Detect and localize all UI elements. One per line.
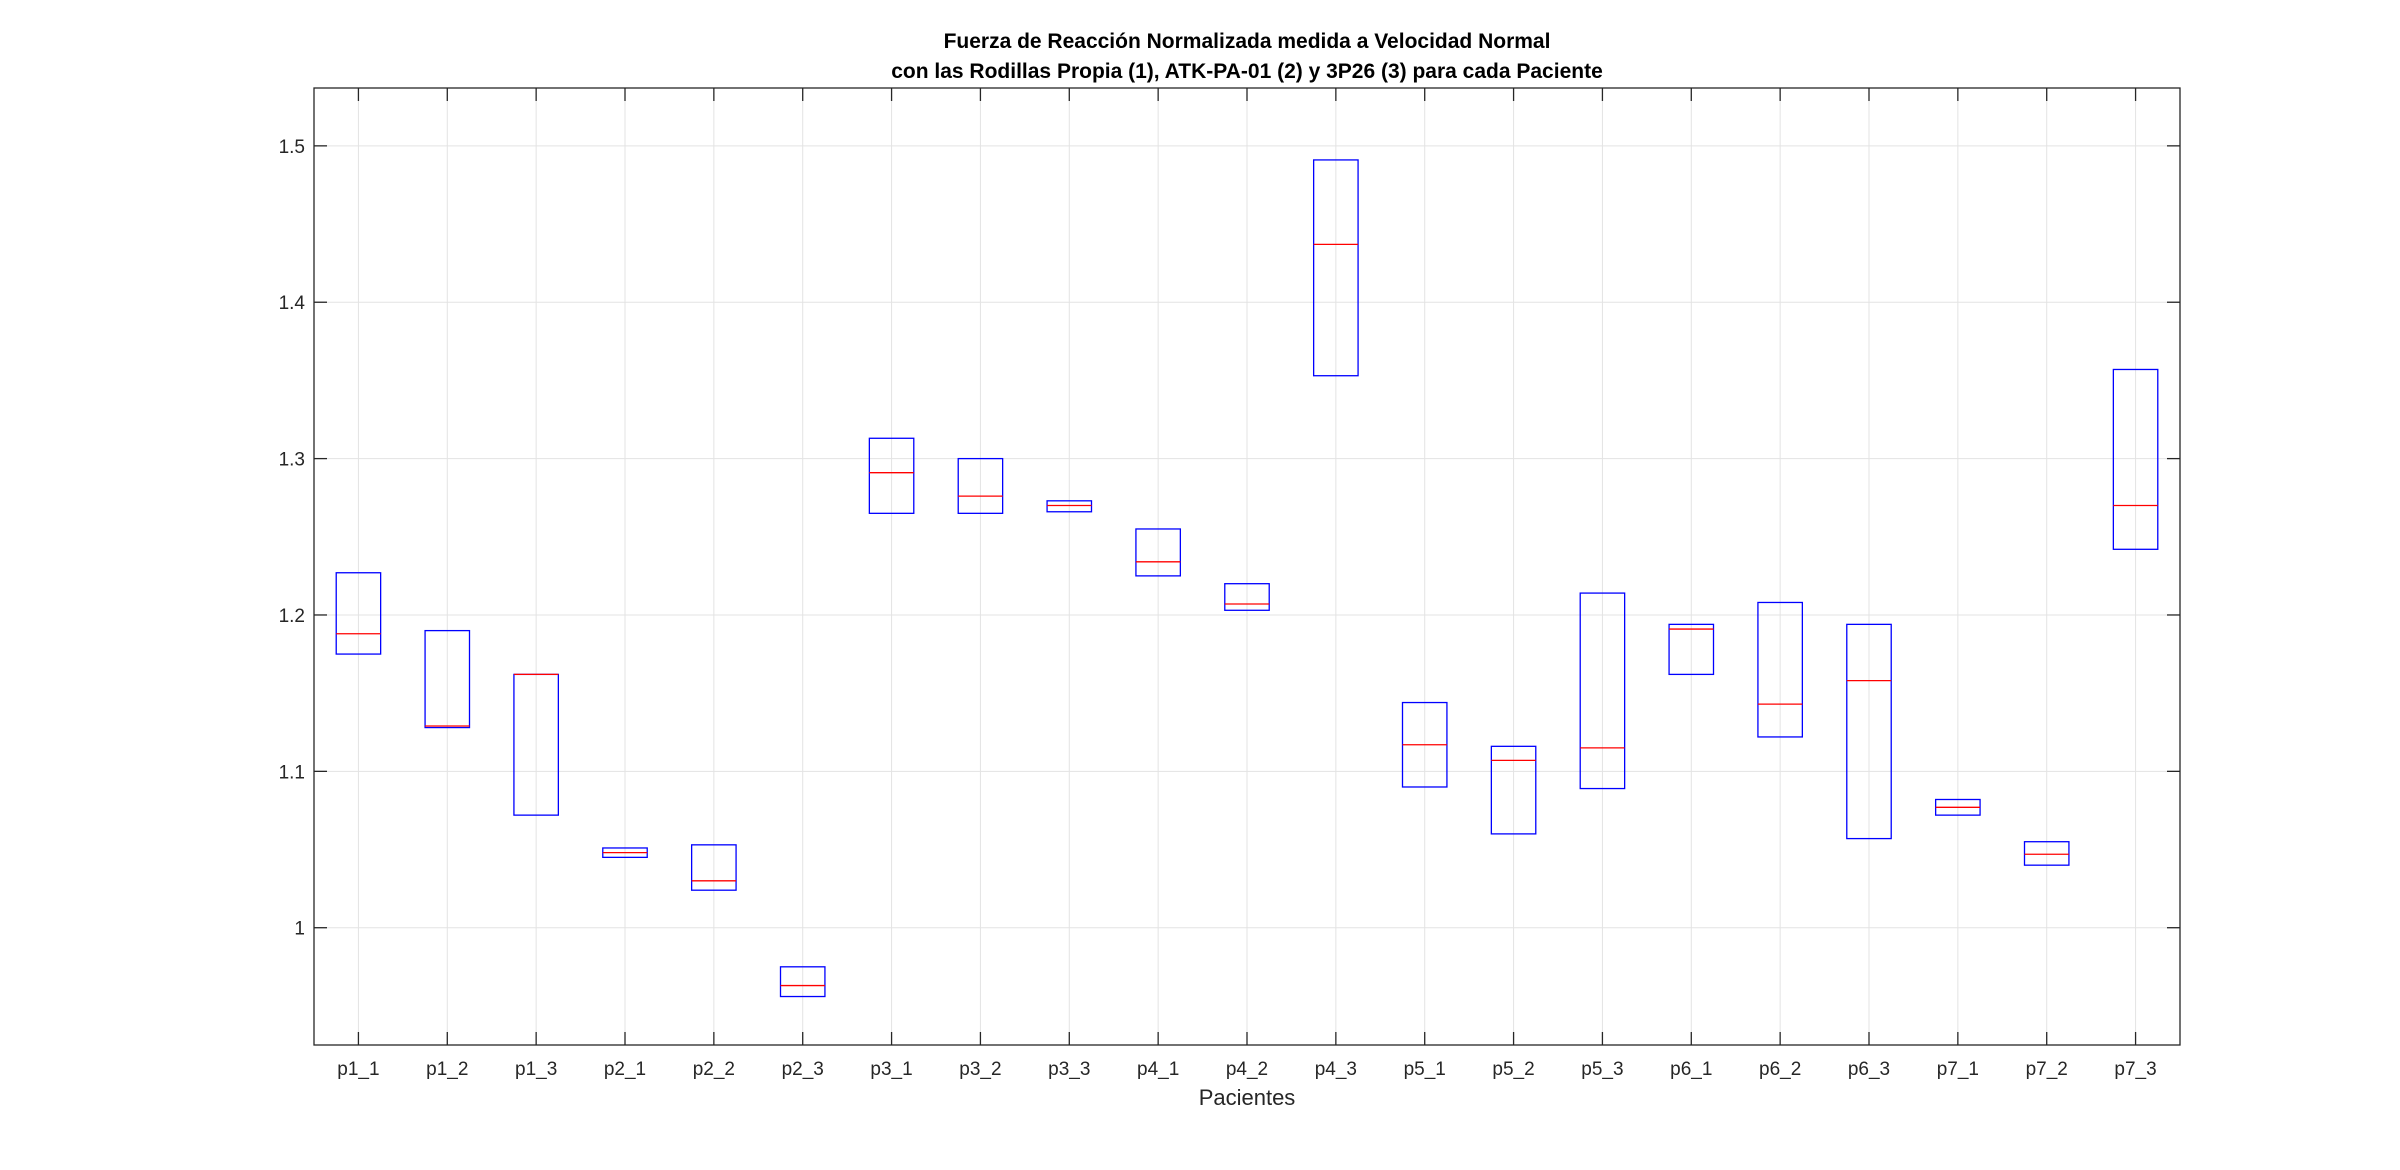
x-tick-label: p2_3	[782, 1059, 824, 1080]
box-p6_3	[1846, 623, 1892, 840]
x-tick-label: p3_2	[959, 1059, 1001, 1080]
x-tick-label: p7_2	[2026, 1059, 2068, 1080]
x-tick-label: p4_1	[1137, 1059, 1179, 1080]
y-tick-label: 1.4	[279, 293, 306, 314]
box-p3_3	[1046, 500, 1093, 513]
box-p4_2	[1224, 583, 1270, 611]
x-tick-label: p2_2	[693, 1059, 735, 1080]
x-tick-label: p7_1	[1937, 1059, 1979, 1080]
box-p1_2	[424, 629, 471, 729]
box-p6_2	[1757, 601, 1804, 738]
x-tick-label: p5_2	[1492, 1059, 1534, 1080]
labels-layer: 1 1.1 1.2 1.3 1.4 1.5 p1_1 p1_2 p1_3 p2_1 p2_2 p2_3…	[279, 137, 2157, 1080]
box-p4_1	[1135, 528, 1182, 577]
box-p6_1	[1668, 623, 1715, 676]
box-p5_3	[1579, 592, 1626, 790]
x-tick-label: p1_2	[426, 1059, 468, 1080]
chart-title-line-1: Fuerza de Reacción Normalizada medida a …	[944, 30, 1551, 53]
x-tick-label: p6_2	[1759, 1059, 1801, 1080]
plot-frame	[313, 87, 2181, 1046]
x-tick-label: p5_1	[1404, 1059, 1446, 1080]
x-tick-label: p4_2	[1226, 1059, 1268, 1080]
x-tick-label: p6_3	[1848, 1059, 1890, 1080]
y-tick-label: 1.2	[279, 606, 305, 627]
y-tick-label: 1.1	[279, 762, 305, 783]
box-p3_1	[868, 437, 915, 514]
box-p4_3	[1312, 159, 1359, 377]
y-tick-label: 1	[294, 919, 305, 940]
ticks-layer	[314, 88, 2180, 1045]
box-p2_2	[690, 844, 737, 891]
y-tick-label: 1.5	[279, 137, 305, 158]
box-p5_2	[1490, 745, 1537, 835]
boxes-layer	[335, 159, 2159, 998]
x-axis-label: Pacientes	[1199, 1085, 1296, 1110]
x-tick-label: p4_3	[1315, 1059, 1357, 1080]
box-p7_3	[2112, 368, 2159, 550]
box-p2_3	[779, 966, 826, 998]
box-p3_2	[957, 457, 1004, 514]
grid-layer	[314, 88, 2180, 1045]
x-tick-label: p1_1	[337, 1059, 379, 1080]
x-tick-label: p5_3	[1581, 1059, 1623, 1080]
chart-title-line-2: con las Rodillas Propia (1), ATK-PA-01 (…	[891, 60, 1603, 83]
box-p1_1	[335, 572, 382, 655]
x-tick-label: p1_3	[515, 1059, 557, 1080]
x-tick-label: p3_1	[870, 1059, 912, 1080]
x-tick-label: p7_3	[2114, 1059, 2156, 1080]
x-tick-label: p2_1	[604, 1059, 646, 1080]
box-p7_2	[2023, 841, 2070, 866]
x-tick-label: p6_1	[1670, 1059, 1712, 1080]
x-tick-label: p3_3	[1048, 1059, 1090, 1080]
y-tick-label: 1.3	[279, 450, 305, 471]
